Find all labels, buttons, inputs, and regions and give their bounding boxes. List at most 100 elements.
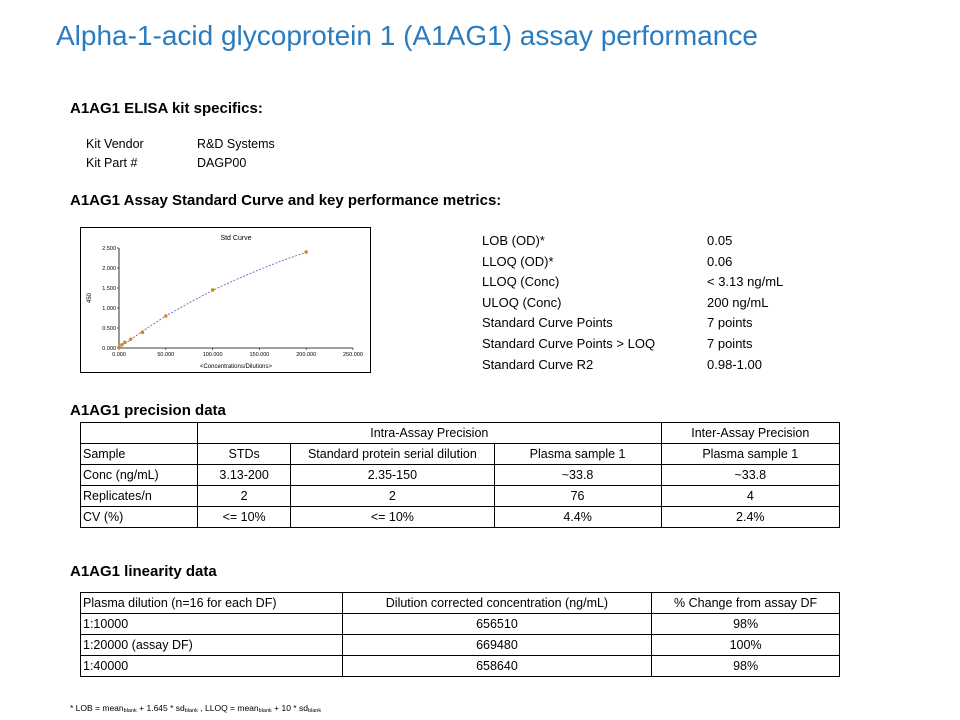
column-header: Dilution corrected concentration (ng/mL) <box>341 592 653 614</box>
metric-label: LLOQ (Conc) <box>482 274 560 290</box>
kit-label: Kit Vendor <box>86 137 144 151</box>
metric-value: 0.98-1.00 <box>707 356 762 372</box>
table-cell: 76 <box>493 485 662 507</box>
table-cell: ~33.8 <box>493 464 662 486</box>
kit-row: Kit Vendor R&D Systems <box>86 135 275 154</box>
kit-value: R&D Systems <box>197 137 275 151</box>
group-header-inter: Inter-Assay Precision <box>660 422 841 444</box>
x-tick-label: 200.000 <box>296 352 316 358</box>
table-row: Replicates/n 2 2 76 4 <box>79 485 841 507</box>
table-cell: Replicates/n <box>79 485 199 507</box>
standard-curve-svg: Std Curve 0.000 50.000 100.000 150.000 200.00… <box>87 235 363 370</box>
curve-heading: A1AG1 Assay Standard Curve and key perfo… <box>70 192 502 209</box>
kit-label: Kit Part # <box>86 156 138 170</box>
performance-metrics: LOB (OD)* 0.05 LLOQ (OD)* 0.06 LLOQ (Conc)… <box>482 231 783 375</box>
footnote-text: + 10 * sd <box>271 703 308 713</box>
footnote-text: * LOB = mean <box>70 703 124 713</box>
table-cell: 1:10000 <box>80 613 343 635</box>
column-header: Plasma sample 1 <box>660 443 841 465</box>
table-row: 1:10000 656510 98% <box>80 613 840 635</box>
y-tick-label: 2.000 <box>102 266 116 272</box>
metric-label: Standard Curve R2 <box>482 356 594 372</box>
metric-label: LLOQ (OD)* <box>482 253 554 269</box>
data-point <box>164 314 168 318</box>
page-title: Alpha-1-acid glycoprotein 1 (A1AG1) assa… <box>56 20 758 51</box>
kit-row: Kit Part # DAGP00 <box>86 154 275 173</box>
table-cell: <= 10% <box>290 506 495 528</box>
metric-row: ULOQ (Conc) 200 ng/mL <box>482 293 783 314</box>
x-tick-label: 150.000 <box>249 352 269 358</box>
table-row: 1:40000 658640 98% <box>80 655 840 677</box>
data-point <box>304 250 308 254</box>
column-header: STDs <box>197 443 292 465</box>
data-point <box>210 288 215 292</box>
table-row: Conc (ng/mL) 3.13-200 2.35-150 ~33.8 ~33… <box>79 464 841 486</box>
x-tick-label: 0.000 <box>112 352 126 358</box>
table-cell: 2 <box>197 485 292 507</box>
metric-row: Standard Curve Points 7 points <box>482 313 783 334</box>
kit-heading: A1AG1 ELISA kit specifics: <box>70 100 263 117</box>
table-cell: 98% <box>651 655 840 677</box>
y-tick-label: 1.000 <box>102 306 116 312</box>
data-point <box>128 337 133 341</box>
footnote-text: , LLOQ = mean <box>197 703 259 713</box>
table-row: Plasma dilution (n=16 for each DF) Dilut… <box>80 592 840 614</box>
table-cell: 2.4% <box>660 506 841 528</box>
data-point <box>140 330 145 335</box>
metric-value: < 3.13 ng/mL <box>707 274 784 290</box>
metric-value: 200 ng/mL <box>707 294 769 310</box>
metric-value: 0.06 <box>707 253 733 269</box>
metric-row: LLOQ (OD)* 0.06 <box>482 252 783 273</box>
footnote-subscript: blank <box>123 708 137 714</box>
footnote-subscript: blank <box>307 708 322 714</box>
table-cell: ~33.8 <box>660 464 841 486</box>
chart-title: Std Curve <box>220 235 251 242</box>
table-cell: CV (%) <box>79 506 199 528</box>
table-cell: 4.4% <box>493 506 662 528</box>
table-row: Sample STDs Standard protein serial dilu… <box>79 443 841 465</box>
table-row: 1:20000 (assay DF) 669480 100% <box>80 634 840 656</box>
precision-table: Intra-Assay Precision Inter-Assay Precis… <box>79 422 841 528</box>
table-cell <box>79 422 199 444</box>
footnote-text: + 1.645 * sd <box>136 703 185 713</box>
y-tick-label: 1.500 <box>102 286 116 292</box>
x-tick-label: 100.000 <box>203 352 223 358</box>
table-cell: 669480 <box>341 634 653 656</box>
data-point <box>120 343 124 347</box>
table-cell: 2.35-150 <box>290 464 495 486</box>
y-axis-label: 450 <box>87 292 93 303</box>
y-tick-label: 0.500 <box>102 326 116 332</box>
linearity-table: Plasma dilution (n=16 for each DF) Dilut… <box>80 592 840 677</box>
standard-curve-chart: Std Curve 0.000 50.000 100.000 150.000 200.00… <box>80 227 371 373</box>
x-axis-label: <Concentrations/Dilutions> <box>200 364 273 370</box>
column-header: % Change from assay DF <box>651 592 840 614</box>
table-cell: 1:20000 (assay DF) <box>80 634 343 656</box>
table-cell: <= 10% <box>197 506 292 528</box>
metric-label: ULOQ (Conc) <box>482 294 562 310</box>
linearity-heading: A1AG1 linearity data <box>70 563 217 580</box>
metric-label: LOB (OD)* <box>482 233 545 248</box>
metric-row: LLOQ (Conc) < 3.13 ng/mL <box>482 272 783 293</box>
y-tick-label: 2.500 <box>102 246 116 252</box>
x-tick-label: 50.000 <box>157 352 174 358</box>
metric-row: Standard Curve R2 0.98-1.00 <box>482 355 783 376</box>
precision-heading: A1AG1 precision data <box>70 402 226 419</box>
data-point <box>117 345 121 349</box>
footnote: * LOB = meanblank + 1.645 * sdblank , LL… <box>70 703 321 714</box>
metric-value: 0.05 <box>707 233 733 248</box>
column-header: Plasma sample 1 <box>493 443 662 465</box>
table-row: CV (%) <= 10% <= 10% 4.4% 2.4% <box>79 506 841 528</box>
metric-label: Standard Curve Points <box>482 315 613 331</box>
metric-row: Standard Curve Points > LOQ 7 points <box>482 334 783 355</box>
table-cell: 3.13-200 <box>197 464 292 486</box>
table-cell: 656510 <box>341 613 653 635</box>
metric-label: Standard Curve Points > LOQ <box>482 335 656 351</box>
table-cell: 100% <box>651 634 840 656</box>
column-header: Sample <box>79 443 199 465</box>
table-cell: 98% <box>651 613 840 635</box>
column-header: Standard protein serial dilution <box>290 443 495 465</box>
data-point <box>123 340 127 345</box>
table-cell: 658640 <box>341 655 653 677</box>
group-header-intra: Intra-Assay Precision <box>197 422 662 444</box>
y-tick-label: 0.000 <box>102 346 116 352</box>
